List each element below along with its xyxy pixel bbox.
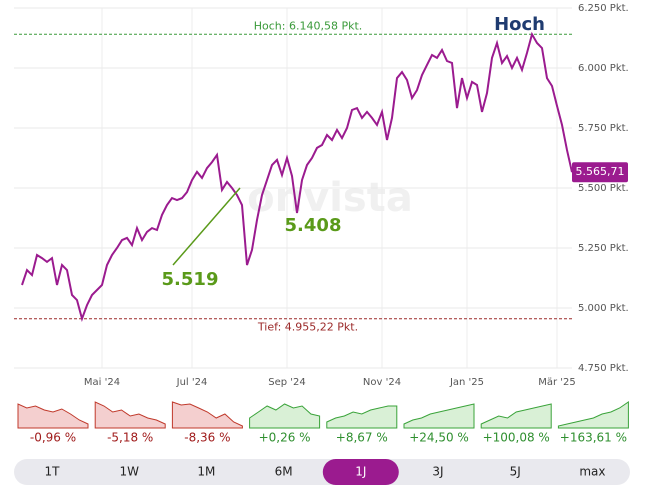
last-value-label: 5.565,71 (576, 165, 625, 178)
y-tick-label: 4.750 Pkt. (578, 363, 629, 374)
range-button[interactable]: max (579, 465, 605, 479)
sparkline (249, 403, 321, 429)
x-tick-label: Jan '25 (449, 377, 484, 388)
sparkline (326, 405, 398, 429)
sparkline (557, 401, 629, 429)
watermark: onvista (247, 175, 413, 221)
y-tick-label: 5.750 Pkt. (578, 123, 629, 134)
range-bar (14, 459, 630, 485)
x-tick-label: Sep '24 (268, 377, 306, 388)
x-tick-label: Jul '24 (176, 377, 208, 388)
y-tick-label: 5.500 Pkt. (578, 183, 629, 194)
high-label: Hoch: 6.140,58 Pkt. (254, 19, 363, 32)
performance-label: -0,96 % (30, 431, 76, 445)
performance-label: +0,26 % (259, 431, 311, 445)
y-tick-label: 5.250 Pkt. (578, 243, 629, 254)
range-button[interactable]: 1J (355, 465, 366, 479)
performance-label: +163,61 % (560, 431, 627, 445)
x-tick-label: Mär '25 (538, 377, 576, 388)
range-button[interactable]: 5J (510, 465, 521, 479)
y-tick-label: 6.250 Pkt. (578, 3, 629, 14)
x-tick-label: Nov '24 (363, 377, 401, 388)
y-tick-label: 6.000 Pkt. (578, 63, 629, 74)
plot: 4.750 Pkt. 5.000 Pkt. 5.250 Pkt. 5.500 Pkt.… (14, 3, 629, 388)
last-value-badge (572, 162, 628, 183)
annotation: 5.408 (285, 215, 342, 236)
performance-label: -5,18 % (107, 431, 153, 445)
sparkline (171, 401, 243, 429)
performance-label: +100,08 % (483, 431, 550, 445)
performance-label: -8,36 % (184, 431, 230, 445)
performance-row: -0,96 % -5,18 % -8,36 % +0,26 % +8,67 % +24,5… (17, 401, 629, 445)
sparkline (94, 401, 166, 429)
sparkline (403, 403, 475, 429)
performance-label: +8,67 % (336, 431, 388, 445)
range-button[interactable]: 1W (119, 465, 139, 479)
range-button[interactable]: 6M (275, 465, 293, 479)
low-label: Tief: 4.955,22 Pkt. (257, 321, 358, 334)
price-line (21, 31, 573, 323)
active-range (322, 459, 399, 485)
performance-label: +24,50 % (409, 431, 469, 445)
annotation: 5.519 (162, 269, 219, 290)
sparkline (17, 403, 89, 429)
y-tick-label: 5.000 Pkt. (578, 303, 629, 314)
sparkline (480, 403, 552, 429)
high-annotation: Hoch (494, 14, 545, 35)
range-button[interactable]: 1T (45, 465, 61, 479)
range-button[interactable]: 1M (197, 465, 215, 479)
range-buttons: 1T 1W 1M 6M 1J 3J 5J max (45, 459, 605, 485)
x-tick-label: Mai '24 (84, 377, 120, 388)
trend-line (172, 187, 241, 266)
range-button[interactable]: 3J (432, 465, 443, 479)
